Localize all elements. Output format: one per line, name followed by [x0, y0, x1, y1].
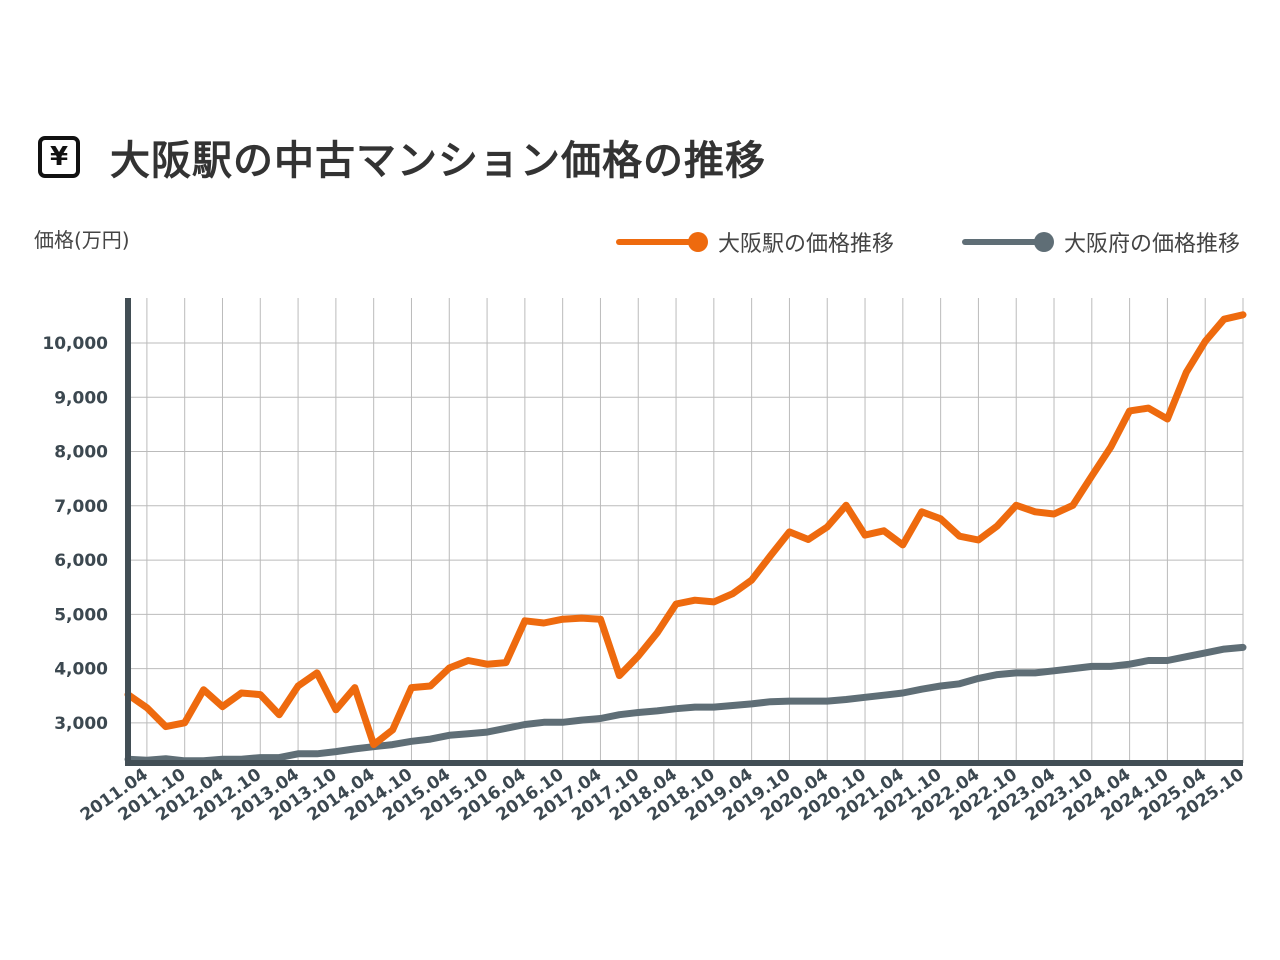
legend-swatch-prefecture: [962, 232, 1054, 252]
y-axis-label: 価格(万円): [34, 228, 130, 252]
y-tick-label: 6,000: [54, 551, 108, 571]
y-tick-label: 5,000: [54, 605, 108, 625]
legend-item-station: 大阪駅の価格推移: [616, 226, 894, 258]
y-tick-label: 10,000: [42, 334, 108, 354]
y-tick-label: 8,000: [54, 443, 108, 463]
y-tick-label: 9,000: [54, 388, 108, 408]
chart-title: ¥ 大阪駅の中古マンション価格の推移: [38, 128, 766, 186]
yen-icon: ¥: [38, 136, 80, 178]
y-tick-label: 3,000: [54, 714, 108, 734]
series-line-prefecture: [124, 643, 1247, 765]
y-tick-label: 7,000: [54, 497, 108, 517]
legend-item-prefecture: 大阪府の価格推移: [962, 226, 1240, 258]
y-tick-label: 4,000: [54, 660, 108, 680]
legend-swatch-station: [616, 232, 708, 252]
chart-title-text: 大阪駅の中古マンション価格の推移: [110, 138, 766, 184]
legend-label-station: 大阪駅の価格推移: [718, 232, 895, 257]
series-line-station: [124, 311, 1247, 749]
legend-label-prefecture: 大阪府の価格推移: [1064, 232, 1241, 257]
